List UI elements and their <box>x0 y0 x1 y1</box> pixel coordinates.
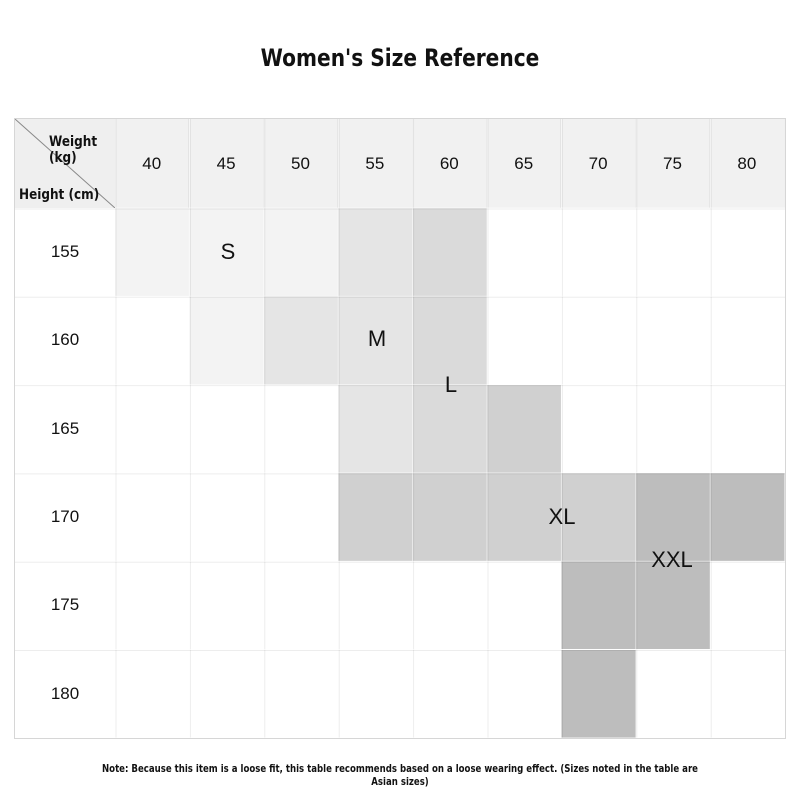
size-area-xxl <box>561 649 636 738</box>
size-area-xl <box>412 472 487 562</box>
size-area-xxl <box>561 561 636 650</box>
height-row-label-170: 170 <box>50 507 80 527</box>
size-area-m <box>338 296 413 385</box>
weight-header-40: 40 <box>115 119 190 208</box>
weight-header-80: 80 <box>710 119 785 208</box>
height-row-label-165: 165 <box>50 418 80 438</box>
size-area-xl <box>487 384 562 473</box>
weight-header-45: 45 <box>189 119 264 208</box>
weight-header-50: 50 <box>263 119 339 208</box>
weight-header-60: 60 <box>412 119 487 208</box>
diagonal-divider <box>15 119 115 208</box>
weight-axis-label: Weight (kg) <box>49 134 98 166</box>
size-table: 40 45 50 55 60 65 70 75 80 155 160 165 170 175 180 S M L X… <box>14 118 786 739</box>
height-row-label-160: 160 <box>50 330 80 350</box>
size-label-m: M <box>367 326 387 351</box>
size-area-xl <box>561 472 636 562</box>
size-area-l <box>412 208 487 297</box>
height-axis-label: Height (cm) <box>19 187 100 203</box>
size-area-xl <box>487 472 562 562</box>
table-corner-header: Weight (kg) Height (cm) <box>15 119 115 208</box>
grid-lines <box>15 119 785 738</box>
size-area-s <box>189 296 264 385</box>
size-area-s <box>115 208 190 297</box>
size-area-l <box>412 384 487 473</box>
weight-header-55: 55 <box>338 119 413 208</box>
size-area-s <box>263 208 339 297</box>
size-area-xl <box>338 472 413 562</box>
size-area-s <box>189 208 264 297</box>
weight-header-65: 65 <box>487 119 562 208</box>
size-label-l: L <box>444 372 458 397</box>
weight-header-75: 75 <box>635 119 711 208</box>
footnote: Note: Because this item is a loose fit, … <box>101 762 698 788</box>
page-title: Women's Size Reference <box>260 44 540 72</box>
size-label-xl: XL <box>548 504 576 529</box>
height-row-label-175: 175 <box>50 595 80 615</box>
size-area-xxl <box>635 472 711 562</box>
size-area-m <box>338 208 413 297</box>
size-label-xxl: XXL <box>651 547 693 572</box>
weight-header-70: 70 <box>561 119 636 208</box>
size-area-m <box>338 384 413 473</box>
size-area-l <box>412 296 487 385</box>
size-area-m <box>263 296 339 385</box>
size-label-s: S <box>220 239 236 264</box>
size-area-xxl <box>710 472 785 562</box>
height-row-label-155: 155 <box>50 242 80 262</box>
size-area-xxl <box>635 561 711 650</box>
height-row-label-180: 180 <box>50 683 80 703</box>
